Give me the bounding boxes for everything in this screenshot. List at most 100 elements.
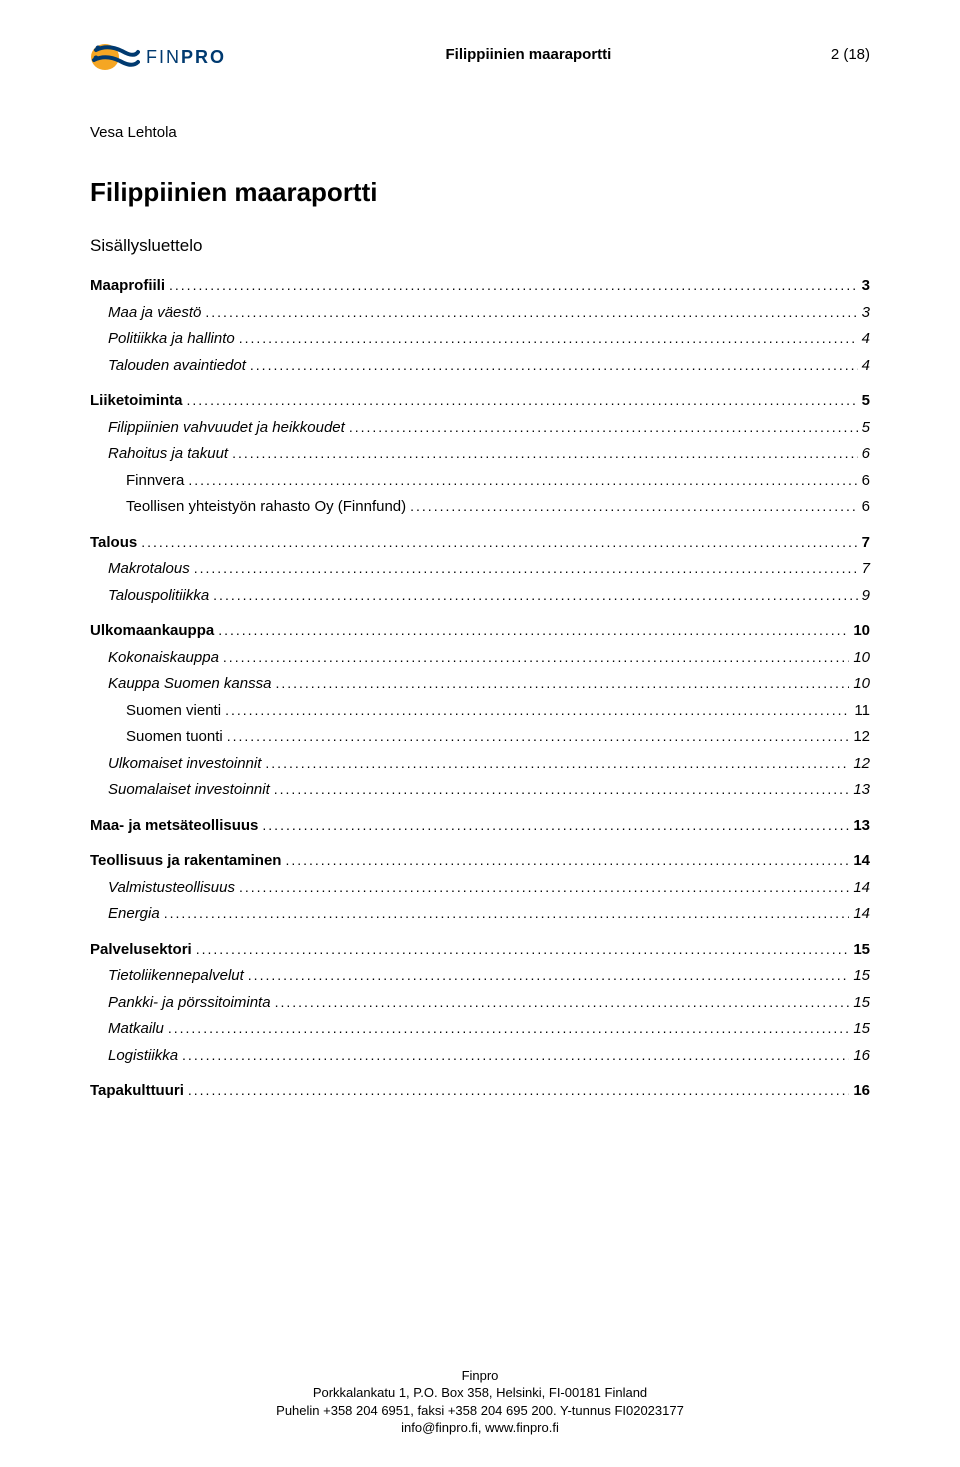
toc-label: Ulkomaankauppa bbox=[90, 621, 214, 641]
toc-row[interactable]: Valmistusteollisuus14 bbox=[90, 878, 870, 898]
toc-row[interactable]: Talouspolitiikka9 bbox=[90, 586, 870, 606]
toc-label: Finnvera bbox=[126, 471, 184, 491]
toc-label: Energia bbox=[108, 904, 160, 924]
toc-page-number: 7 bbox=[862, 533, 870, 553]
toc-label: Maaprofiili bbox=[90, 276, 165, 296]
toc-row[interactable]: Talouden avaintiedot4 bbox=[90, 356, 870, 376]
toc-row[interactable]: Maa- ja metsäteollisuus13 bbox=[90, 816, 870, 836]
toc-row[interactable]: Politiikka ja hallinto 4 bbox=[90, 329, 870, 349]
toc-page-number: 16 bbox=[853, 1081, 870, 1101]
toc-row[interactable]: Ulkomaiset investoinnit 12 bbox=[90, 754, 870, 774]
toc-leader-dots bbox=[265, 754, 849, 772]
toc-row[interactable]: Suomen tuonti12 bbox=[90, 727, 870, 747]
toc-label: Politiikka ja hallinto bbox=[108, 329, 235, 349]
toc-leader-dots bbox=[410, 497, 858, 515]
toc-leader-dots bbox=[188, 1081, 849, 1099]
logo: FINPRO bbox=[90, 40, 226, 74]
footer-line-4: info@finpro.fi, www.finpro.fi bbox=[0, 1419, 960, 1437]
document-page: FINPRO Filippiinien maaraportti 2 (18) V… bbox=[0, 0, 960, 1467]
toc-leader-dots bbox=[225, 701, 850, 719]
toc-row[interactable]: Kauppa Suomen kanssa 10 bbox=[90, 674, 870, 694]
toc-row[interactable]: Suomen vienti11 bbox=[90, 701, 870, 721]
toc-leader-dots bbox=[205, 303, 857, 321]
toc-row[interactable]: Kokonaiskauppa10 bbox=[90, 648, 870, 668]
toc-leader-dots bbox=[218, 621, 849, 639]
toc-row[interactable]: Liiketoiminta5 bbox=[90, 391, 870, 411]
page-header: FINPRO Filippiinien maaraportti 2 (18) bbox=[90, 40, 870, 74]
logo-text-light: FIN bbox=[146, 47, 181, 67]
toc-row[interactable]: Palvelusektori15 bbox=[90, 940, 870, 960]
toc-label: Tapakulttuuri bbox=[90, 1081, 184, 1101]
toc-leader-dots bbox=[349, 418, 858, 436]
toc-row[interactable]: Teollisuus ja rakentaminen14 bbox=[90, 851, 870, 871]
footer-line-2: Porkkalankatu 1, P.O. Box 358, Helsinki,… bbox=[0, 1384, 960, 1402]
toc-row[interactable]: Filippiinien vahvuudet ja heikkoudet 5 bbox=[90, 418, 870, 438]
toc-leader-dots bbox=[275, 674, 849, 692]
toc-label: Teollisuus ja rakentaminen bbox=[90, 851, 281, 871]
toc-row[interactable]: Energia14 bbox=[90, 904, 870, 924]
toc-leader-dots bbox=[239, 329, 858, 347]
toc-leader-dots bbox=[275, 993, 850, 1011]
toc-page-number: 5 bbox=[862, 418, 870, 438]
toc-row[interactable]: Matkailu 15 bbox=[90, 1019, 870, 1039]
toc-page-number: 15 bbox=[853, 1019, 870, 1039]
table-of-contents: Maaprofiili3Maa ja väestö3Politiikka ja … bbox=[90, 276, 870, 1101]
toc-row[interactable]: Ulkomaankauppa 10 bbox=[90, 621, 870, 641]
toc-page-number: 10 bbox=[853, 648, 870, 668]
toc-label: Ulkomaiset investoinnit bbox=[108, 754, 261, 774]
toc-label: Tietoliikennepalvelut bbox=[108, 966, 244, 986]
toc-label: Filippiinien vahvuudet ja heikkoudet bbox=[108, 418, 345, 438]
toc-page-number: 13 bbox=[853, 780, 870, 800]
header-title: Filippiinien maaraportti bbox=[445, 46, 611, 63]
toc-heading: Sisällysluettelo bbox=[90, 236, 870, 256]
toc-page-number: 9 bbox=[862, 586, 870, 606]
toc-row[interactable]: Talous7 bbox=[90, 533, 870, 553]
toc-label: Talouden avaintiedot bbox=[108, 356, 246, 376]
toc-row[interactable]: Makrotalous7 bbox=[90, 559, 870, 579]
toc-row[interactable]: Teollisen yhteistyön rahasto Oy (Finnfun… bbox=[90, 497, 870, 517]
footer-line-3: Puhelin +358 204 6951, faksi +358 204 69… bbox=[0, 1402, 960, 1420]
toc-leader-dots bbox=[250, 356, 858, 374]
toc-row[interactable]: Finnvera 6 bbox=[90, 471, 870, 491]
toc-page-number: 11 bbox=[854, 701, 870, 721]
toc-leader-dots bbox=[285, 851, 849, 869]
toc-row[interactable]: Maaprofiili3 bbox=[90, 276, 870, 296]
toc-leader-dots bbox=[274, 780, 850, 798]
toc-leader-dots bbox=[194, 559, 858, 577]
toc-page-number: 5 bbox=[862, 391, 870, 411]
toc-page-number: 12 bbox=[853, 754, 870, 774]
toc-leader-dots bbox=[248, 966, 850, 984]
toc-row[interactable]: Rahoitus ja takuut6 bbox=[90, 444, 870, 464]
toc-page-number: 10 bbox=[853, 621, 870, 641]
toc-label: Maa- ja metsäteollisuus bbox=[90, 816, 258, 836]
toc-page-number: 10 bbox=[853, 674, 870, 694]
toc-row[interactable]: Pankki- ja pörssitoiminta15 bbox=[90, 993, 870, 1013]
toc-leader-dots bbox=[182, 1046, 849, 1064]
toc-leader-dots bbox=[187, 391, 858, 409]
toc-label: Matkailu bbox=[108, 1019, 164, 1039]
toc-leader-dots bbox=[223, 648, 849, 666]
toc-label: Logistiikka bbox=[108, 1046, 178, 1066]
toc-row[interactable]: Logistiikka 16 bbox=[90, 1046, 870, 1066]
toc-page-number: 3 bbox=[862, 303, 870, 323]
toc-leader-dots bbox=[213, 586, 857, 604]
toc-row[interactable]: Maa ja väestö3 bbox=[90, 303, 870, 323]
toc-page-number: 4 bbox=[862, 329, 870, 349]
toc-label: Makrotalous bbox=[108, 559, 190, 579]
toc-page-number: 6 bbox=[862, 471, 870, 491]
toc-page-number: 6 bbox=[862, 497, 870, 517]
finpro-logo-icon bbox=[90, 40, 140, 74]
toc-leader-dots bbox=[164, 904, 850, 922]
toc-leader-dots bbox=[227, 727, 850, 745]
toc-page-number: 16 bbox=[853, 1046, 870, 1066]
logo-text: FINPRO bbox=[146, 47, 226, 68]
toc-row[interactable]: Suomalaiset investoinnit13 bbox=[90, 780, 870, 800]
toc-row[interactable]: Tietoliikennepalvelut15 bbox=[90, 966, 870, 986]
toc-page-number: 6 bbox=[862, 444, 870, 464]
author-name: Vesa Lehtola bbox=[90, 124, 870, 141]
toc-leader-dots bbox=[262, 816, 849, 834]
toc-label: Kauppa Suomen kanssa bbox=[108, 674, 271, 694]
toc-row[interactable]: Tapakulttuuri 16 bbox=[90, 1081, 870, 1101]
toc-page-number: 15 bbox=[853, 940, 870, 960]
page-number: 2 (18) bbox=[831, 46, 870, 63]
